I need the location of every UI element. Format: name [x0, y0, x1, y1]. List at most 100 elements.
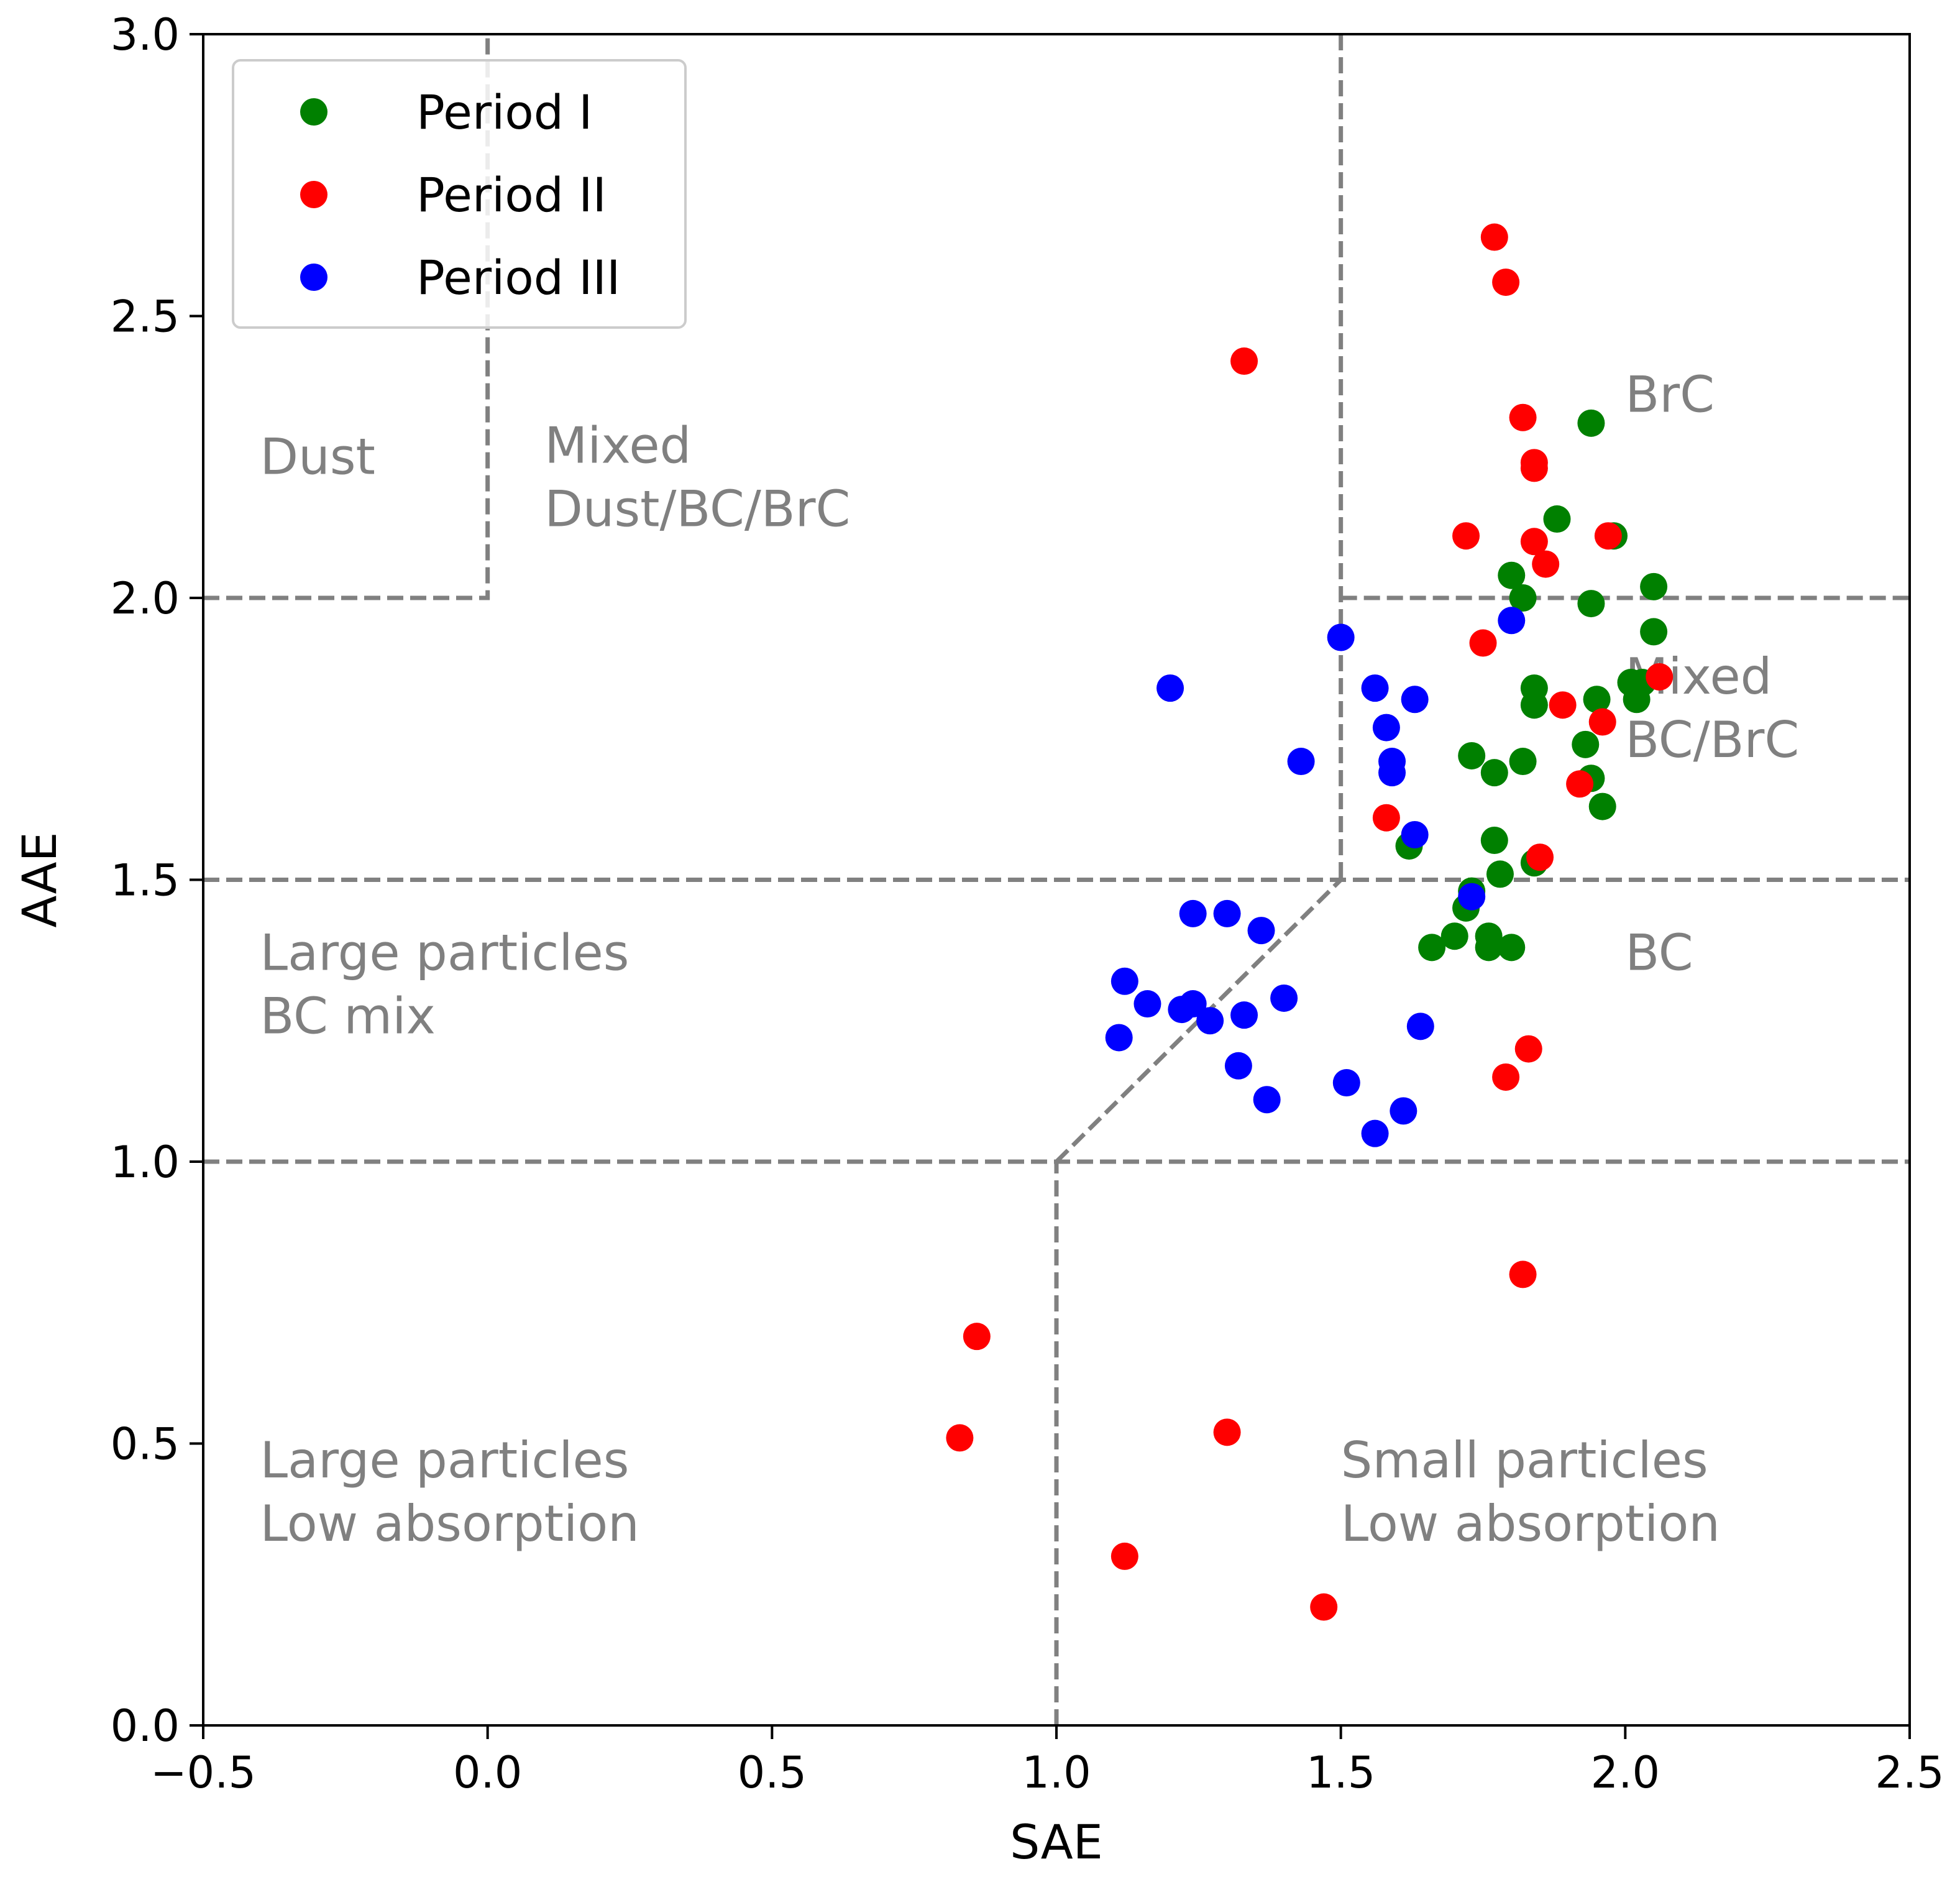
- point-series-3: [1196, 1007, 1224, 1035]
- region-label-line: Low absorption: [1341, 1495, 1720, 1553]
- region-label-line: Large particles: [260, 924, 630, 982]
- point-series-2: [1111, 1542, 1138, 1570]
- boundary-line-6: [1055, 878, 1343, 1164]
- legend: Period I Period II Period III: [232, 59, 687, 329]
- point-series-2: [1310, 1593, 1338, 1621]
- point-series-2: [963, 1323, 991, 1351]
- x-tick-label: 0.0: [453, 1747, 522, 1798]
- legend-marker-2: [300, 181, 327, 208]
- y-tick-label: 0.0: [111, 1701, 180, 1752]
- region-label-line: Small particles: [1341, 1431, 1708, 1489]
- point-series-1: [1577, 590, 1605, 618]
- point-series-2: [1452, 522, 1480, 550]
- point-series-3: [1156, 674, 1184, 702]
- point-series-3: [1458, 883, 1486, 911]
- region-boundaries: [203, 34, 1910, 1725]
- point-series-3: [1372, 714, 1400, 741]
- region-label-small-particles-low-absorption: Small particles Low absorption: [1341, 1431, 1720, 1553]
- point-series-3: [1230, 1001, 1258, 1029]
- point-series-3: [1390, 1097, 1417, 1125]
- point-series-3: [1270, 984, 1298, 1012]
- region-labels: Dust Mixed Dust/BC/BrC BrC Mixed BC/BrC Large …: [260, 366, 1800, 1553]
- point-series-1: [1577, 409, 1605, 437]
- legend-box: [232, 59, 687, 329]
- point-series-1: [1640, 572, 1668, 600]
- region-label-large-particles-low-absorption: Large particles Low absorption: [260, 1431, 639, 1553]
- region-label-line: BrC: [1625, 366, 1715, 424]
- legend-marker-1: [300, 98, 327, 126]
- legend-label-1: Period I: [416, 85, 593, 140]
- point-series-3: [1332, 1069, 1360, 1097]
- region-label-dust: Dust: [260, 428, 375, 485]
- point-series-2: [1514, 1035, 1542, 1063]
- point-series-2: [1509, 403, 1537, 431]
- point-series-1: [1440, 922, 1468, 950]
- y-tick-label: 2.0: [111, 573, 180, 624]
- point-series-1: [1509, 584, 1537, 612]
- point-series-3: [1179, 990, 1207, 1018]
- boundary-line-1: [203, 34, 490, 600]
- point-series-3: [1111, 967, 1138, 995]
- point-series-2: [1549, 691, 1577, 719]
- x-tick-label: −0.5: [150, 1747, 256, 1798]
- y-tick-label: 0.5: [111, 1419, 180, 1470]
- point-series-2: [946, 1424, 974, 1452]
- point-series-2: [1230, 347, 1258, 375]
- point-series-2: [1588, 708, 1616, 736]
- region-label-line: Low absorption: [260, 1495, 639, 1553]
- region-label-line: BC mix: [260, 988, 436, 1045]
- point-series-1: [1623, 686, 1651, 714]
- point-series-1: [1543, 505, 1571, 533]
- point-series-3: [1213, 899, 1241, 927]
- point-series-1: [1520, 691, 1548, 719]
- point-series-1: [1418, 934, 1446, 962]
- region-label-line: Large particles: [260, 1431, 630, 1489]
- data-points: [946, 223, 1674, 1621]
- legend-label-2: Period II: [416, 167, 607, 223]
- point-series-2: [1646, 663, 1674, 691]
- point-series-1: [1498, 934, 1526, 962]
- point-series-1: [1583, 686, 1611, 714]
- point-series-2: [1480, 223, 1508, 251]
- point-series-1: [1480, 759, 1508, 787]
- region-label-line: BC/BrC: [1625, 711, 1799, 769]
- point-series-1: [1588, 792, 1616, 820]
- point-series-2: [1520, 454, 1548, 482]
- point-series-2: [1594, 522, 1622, 550]
- point-series-3: [1361, 674, 1389, 702]
- x-axis-ticks: −0.5 0.0 0.5 1.0 1.5 2.0 2.5: [150, 1725, 1944, 1798]
- point-series-3: [1401, 686, 1429, 714]
- point-series-2: [1492, 269, 1520, 296]
- point-series-2: [1520, 528, 1548, 556]
- point-series-3: [1133, 990, 1161, 1018]
- point-series-3: [1224, 1052, 1252, 1080]
- point-series-1: [1572, 730, 1600, 758]
- point-series-1: [1640, 618, 1668, 646]
- x-tick-label: 1.5: [1306, 1747, 1375, 1798]
- point-series-3: [1327, 623, 1355, 651]
- point-series-1: [1480, 827, 1508, 855]
- legend-label-3: Period III: [416, 250, 620, 305]
- region-label-line: Dust/BC/BrC: [544, 480, 850, 538]
- point-series-3: [1498, 607, 1526, 635]
- region-label-brc: BrC: [1625, 366, 1715, 424]
- point-series-1: [1486, 860, 1514, 888]
- point-series-2: [1469, 629, 1497, 657]
- x-tick-label: 1.0: [1022, 1747, 1091, 1798]
- x-tick-label: 2.5: [1875, 1747, 1944, 1798]
- x-tick-label: 0.5: [738, 1747, 807, 1798]
- y-tick-label: 1.5: [111, 855, 180, 906]
- point-series-2: [1509, 1260, 1537, 1288]
- point-series-1: [1509, 748, 1537, 776]
- region-label-mixed-dust-bc-brc: Mixed Dust/BC/BrC: [544, 416, 850, 538]
- point-series-2: [1566, 770, 1594, 798]
- x-tick-label: 2.0: [1591, 1747, 1660, 1798]
- point-series-2: [1526, 843, 1554, 871]
- region-label-line: Dust: [260, 428, 375, 485]
- point-series-2: [1532, 550, 1560, 578]
- point-series-2: [1492, 1063, 1520, 1091]
- y-tick-label: 3.0: [111, 9, 180, 60]
- point-series-3: [1105, 1024, 1133, 1052]
- point-series-2: [1372, 804, 1400, 832]
